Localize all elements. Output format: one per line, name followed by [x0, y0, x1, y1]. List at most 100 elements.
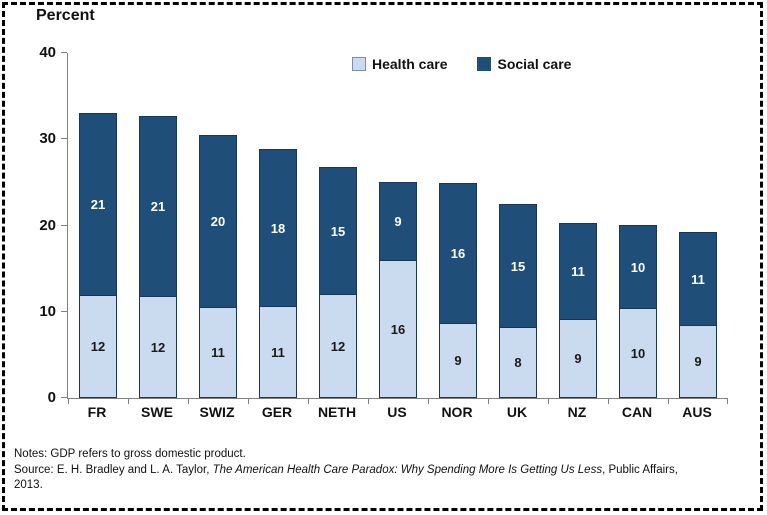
y-tick-label: 30	[39, 130, 56, 148]
health-care-segment: 12	[79, 295, 117, 398]
social-care-segment: 18	[259, 149, 297, 307]
x-category-label-swiz: SWIZ	[199, 404, 235, 420]
x-axis-category-labels: FR SWE SWIZ GER NETH US NOR UK NZ CAN AUS	[67, 404, 727, 420]
notes-line: Notes: GDP refers to gross domestic prod…	[14, 448, 246, 460]
health-care-value-label: 12	[150, 339, 166, 355]
x-category-label-uk: UK	[506, 404, 528, 420]
social-care-segment: 15	[499, 204, 537, 328]
social-care-segment: 15	[319, 167, 357, 295]
health-care-value-label: 9	[574, 351, 582, 366]
bar-slot-nor: 16 9	[428, 183, 488, 398]
bar-slot-swe: 21 12	[128, 116, 188, 398]
x-axis-tick	[68, 399, 69, 404]
social-care-value-label: 9	[394, 214, 402, 229]
social-care-segment: 21	[139, 116, 177, 297]
y-axis-tick	[61, 138, 67, 140]
stacked-bar-aus: 11 9	[679, 232, 717, 398]
x-axis-tick	[128, 399, 129, 404]
social-care-value-label: 18	[270, 220, 286, 236]
health-care-value-label: 12	[90, 339, 106, 354]
health-care-value-label: 9	[454, 353, 462, 368]
health-care-segment: 9	[679, 325, 717, 398]
source-line: Source: E. H. Bradley and L. A. Taylor, …	[14, 463, 678, 476]
social-care-value-label: 21	[90, 197, 106, 212]
bar-slot-swiz: 20 11	[188, 135, 248, 398]
health-care-segment: 11	[199, 307, 237, 398]
x-axis-tick	[548, 399, 549, 404]
x-category-label-us: US	[387, 404, 407, 420]
stacked-bar-swiz: 20 11	[199, 135, 237, 398]
stacked-bar-can: 10 10	[619, 225, 657, 398]
x-category-label-neth: NETH	[317, 404, 357, 420]
y-axis-tick	[61, 224, 67, 226]
social-care-swatch-icon	[477, 57, 492, 71]
social-care-segment: 21	[79, 113, 117, 296]
x-axis-tick	[727, 399, 728, 404]
x-axis-tick	[188, 399, 189, 404]
y-axis-tick	[61, 52, 67, 53]
bar-slot-can: 10 10	[608, 225, 668, 398]
stacked-bar-nor: 16 9	[439, 183, 477, 398]
health-care-value-label: 8	[514, 355, 522, 370]
health-care-value-label: 10	[630, 345, 646, 361]
health-care-segment: 12	[139, 296, 177, 398]
legend-label-health-care: Health care	[372, 56, 448, 72]
x-axis-tick	[668, 399, 669, 404]
social-care-value-label: 10	[630, 259, 646, 275]
stacked-bar-uk: 15 8	[499, 204, 537, 398]
social-care-value-label: 11	[691, 271, 705, 287]
legend: Health care Social care	[352, 56, 571, 72]
social-care-segment: 20	[199, 135, 237, 308]
social-care-value-label: 16	[450, 246, 466, 261]
x-axis-tick	[488, 399, 489, 404]
social-care-value-label: 21	[150, 199, 166, 214]
social-care-segment: 16	[439, 183, 477, 324]
x-axis-tick	[248, 399, 249, 404]
health-care-segment: 9	[439, 323, 477, 398]
social-care-segment: 11	[679, 232, 717, 326]
bar-slot-uk: 15 8	[488, 204, 548, 398]
health-care-value-label: 9	[694, 354, 702, 369]
social-care-segment: 10	[619, 225, 657, 309]
bar-slot-fr: 21 12	[68, 113, 128, 398]
bar-slot-us: 9 16	[368, 182, 428, 398]
stacked-bar-fr: 21 12	[79, 113, 117, 398]
x-axis-tick	[368, 399, 369, 404]
stacked-bar-us: 9 16	[379, 182, 417, 398]
legend-item-social-care: Social care	[477, 56, 571, 72]
bar-slot-aus: 11 9	[668, 232, 728, 398]
health-care-segment: 16	[379, 260, 417, 398]
health-care-value-label: 11	[271, 344, 285, 360]
bar-slot-neth: 15 12	[308, 167, 368, 398]
x-category-label-can: CAN	[621, 404, 653, 420]
health-care-segment: 11	[259, 306, 297, 398]
health-care-segment: 9	[559, 319, 597, 398]
x-axis-tick	[308, 399, 309, 404]
health-care-value-label: 12	[330, 338, 346, 354]
social-care-segment: 9	[379, 182, 417, 261]
y-axis-unit-label: Percent	[36, 7, 95, 24]
health-care-segment: 10	[619, 308, 657, 398]
source-year-line: 2013.	[14, 479, 43, 491]
y-tick-label: 0	[47, 389, 56, 406]
stacked-bar-neth: 15 12	[319, 167, 357, 398]
social-care-value-label: 11	[571, 264, 585, 279]
y-axis-tick	[61, 310, 67, 312]
x-category-label-ger: GER	[261, 404, 293, 420]
health-care-value-label: 16	[390, 321, 406, 337]
social-care-value-label: 15	[510, 258, 526, 274]
x-axis-tick	[428, 399, 429, 404]
bars-container: 21 12 21 12 20 11 18 11 15 12 9 16 16 9 15 8 11 9 10 10 11 9	[68, 53, 728, 398]
health-care-value-label: 11	[211, 345, 225, 360]
plot-area: 21 12 21 12 20 11 18 11 15 12 9 16 16 9 15 8 11 9 10 10 11 9 …	[39, 44, 728, 406]
y-tick-label: 10	[39, 302, 56, 320]
social-care-value-label: 20	[210, 214, 226, 229]
footnotes: Notes: GDP refers to gross domestic prod…	[14, 447, 744, 494]
y-axis-tick	[61, 397, 67, 398]
bar-slot-nz: 11 9	[548, 223, 608, 398]
health-care-segment: 12	[319, 294, 357, 398]
y-tick-label: 40	[39, 44, 56, 61]
health-care-swatch-icon	[352, 57, 366, 71]
x-category-label-aus: AUS	[682, 404, 712, 420]
x-category-label-fr: FR	[87, 404, 107, 420]
